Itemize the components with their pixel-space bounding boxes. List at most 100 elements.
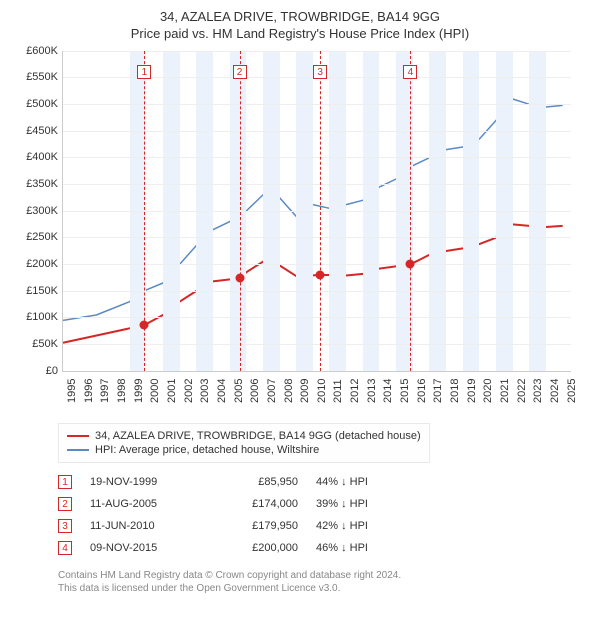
gridline <box>63 211 571 212</box>
sale-row-date: 11-AUG-2005 <box>90 498 200 510</box>
x-axis-label: 2002 <box>183 378 195 402</box>
x-axis-label: 2003 <box>199 378 211 402</box>
chart-title: 34, AZALEA DRIVE, TROWBRIDGE, BA14 9GG <box>10 8 590 26</box>
x-axis-label: 2017 <box>432 378 444 402</box>
x-axis-label: 2000 <box>149 378 161 402</box>
x-axis-label: 2015 <box>399 378 411 402</box>
legend-label: 34, AZALEA DRIVE, TROWBRIDGE, BA14 9GG (… <box>95 430 421 442</box>
y-axis-label: £300K <box>20 205 58 217</box>
sale-row-pct: 39% ↓ HPI <box>316 498 416 510</box>
sales-table: 1 19-NOV-1999 £85,950 44% ↓ HPI 2 11-AUG-2005… <box>58 471 580 559</box>
gridline <box>63 51 571 52</box>
chart-subtitle: Price paid vs. HM Land Registry's House … <box>10 26 590 41</box>
footer-line-2: This data is licensed under the Open Gov… <box>58 582 580 596</box>
sale-row-number: 2 <box>58 497 72 511</box>
x-axis-label: 2010 <box>316 378 328 402</box>
sale-row: 1 19-NOV-1999 £85,950 44% ↓ HPI <box>58 471 580 493</box>
legend-label: HPI: Average price, detached house, Wilt… <box>95 444 319 456</box>
y-axis-label: £150K <box>20 285 58 297</box>
sale-row: 4 09-NOV-2015 £200,000 46% ↓ HPI <box>58 537 580 559</box>
x-axis-label: 1997 <box>99 378 111 402</box>
x-axis-label: 2024 <box>549 378 561 402</box>
plot-region: 1 2 3 4 <box>62 51 571 372</box>
y-axis-label: £50K <box>20 338 58 350</box>
gridline <box>63 317 571 318</box>
sale-row-date: 11-JUN-2010 <box>90 520 200 532</box>
gridline <box>63 264 571 265</box>
gridline <box>63 237 571 238</box>
x-axis-label: 2022 <box>516 378 528 402</box>
x-axis-label: 1999 <box>133 378 145 402</box>
x-axis-label: 2001 <box>166 378 178 402</box>
legend-item: 34, AZALEA DRIVE, TROWBRIDGE, BA14 9GG (… <box>67 429 421 443</box>
sale-row-date: 09-NOV-2015 <box>90 542 200 554</box>
sale-row-price: £200,000 <box>218 542 298 554</box>
sale-marker-line <box>240 51 241 371</box>
x-axis-label: 2008 <box>283 378 295 402</box>
sale-marker-number: 1 <box>137 65 151 79</box>
sale-row-pct: 42% ↓ HPI <box>316 520 416 532</box>
x-axis-label: 2009 <box>299 378 311 402</box>
y-axis-label: £100K <box>20 311 58 323</box>
chart-area: 1 2 3 4 £0 £50K £100K £150K £200K £250K £300K £350… <box>20 47 580 417</box>
footer-line-1: Contains HM Land Registry data © Crown c… <box>58 569 580 583</box>
y-axis-label: £450K <box>20 125 58 137</box>
sale-point <box>406 259 415 268</box>
x-axis-label: 2012 <box>349 378 361 402</box>
sale-row-pct: 46% ↓ HPI <box>316 542 416 554</box>
y-axis-label: £0 <box>20 365 58 377</box>
gridline <box>63 157 571 158</box>
x-axis-label: 2006 <box>249 378 261 402</box>
sale-row-price: £85,950 <box>218 476 298 488</box>
legend-swatch <box>67 449 89 451</box>
x-axis-label: 2023 <box>532 378 544 402</box>
gridline <box>63 131 571 132</box>
sale-row-number: 1 <box>58 475 72 489</box>
sale-marker-number: 4 <box>403 65 417 79</box>
sale-row-date: 19-NOV-1999 <box>90 476 200 488</box>
x-axis-label: 2021 <box>499 378 511 402</box>
sale-marker-line <box>320 51 321 371</box>
sale-point <box>235 273 244 282</box>
x-axis-label: 2019 <box>466 378 478 402</box>
x-axis-label: 2011 <box>332 379 344 403</box>
x-axis-label: 2004 <box>216 378 228 402</box>
sale-row-price: £179,950 <box>218 520 298 532</box>
gridline <box>63 344 571 345</box>
sale-marker-number: 3 <box>313 65 327 79</box>
gridline <box>63 104 571 105</box>
sale-marker-line <box>410 51 411 371</box>
sale-marker-number: 2 <box>233 65 247 79</box>
sale-row-pct: 44% ↓ HPI <box>316 476 416 488</box>
sale-row-price: £174,000 <box>218 498 298 510</box>
x-axis-label: 2007 <box>266 378 278 402</box>
x-axis-label: 1998 <box>116 378 128 402</box>
y-axis-label: £600K <box>20 45 58 57</box>
y-axis-label: £350K <box>20 178 58 190</box>
gridline <box>63 291 571 292</box>
x-axis-label: 1995 <box>66 378 78 402</box>
x-axis-label: 1996 <box>83 378 95 402</box>
sale-row: 2 11-AUG-2005 £174,000 39% ↓ HPI <box>58 493 580 515</box>
x-axis-label: 2013 <box>366 378 378 402</box>
sale-row: 3 11-JUN-2010 £179,950 42% ↓ HPI <box>58 515 580 537</box>
sale-row-number: 4 <box>58 541 72 555</box>
y-axis-label: £200K <box>20 258 58 270</box>
y-axis-label: £550K <box>20 71 58 83</box>
chart-container: 34, AZALEA DRIVE, TROWBRIDGE, BA14 9GG P… <box>0 0 600 602</box>
y-axis-label: £400K <box>20 151 58 163</box>
y-axis-label: £250K <box>20 231 58 243</box>
sale-point <box>140 320 149 329</box>
x-axis-label: 2016 <box>416 378 428 402</box>
legend: 34, AZALEA DRIVE, TROWBRIDGE, BA14 9GG (… <box>58 423 430 463</box>
x-axis-label: 2014 <box>382 378 394 402</box>
sale-point <box>316 270 325 279</box>
legend-item: HPI: Average price, detached house, Wilt… <box>67 443 421 457</box>
y-axis-label: £500K <box>20 98 58 110</box>
x-axis-label: 2005 <box>233 378 245 402</box>
legend-swatch <box>67 435 89 437</box>
x-axis-label: 2018 <box>449 378 461 402</box>
x-axis-label: 2020 <box>482 378 494 402</box>
gridline <box>63 184 571 185</box>
sale-row-number: 3 <box>58 519 72 533</box>
